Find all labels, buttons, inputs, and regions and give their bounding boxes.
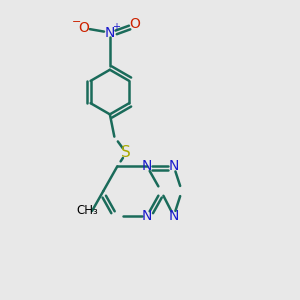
Text: −: − — [72, 17, 82, 27]
Text: N: N — [169, 209, 179, 223]
Text: +: + — [112, 22, 120, 32]
Text: CH₃: CH₃ — [77, 204, 98, 218]
Text: S: S — [121, 146, 131, 160]
Text: N: N — [105, 26, 115, 40]
Text: N: N — [142, 209, 152, 223]
Text: O: O — [129, 17, 140, 31]
Text: N: N — [142, 159, 152, 173]
Text: N: N — [169, 159, 179, 173]
Text: O: O — [79, 21, 89, 35]
